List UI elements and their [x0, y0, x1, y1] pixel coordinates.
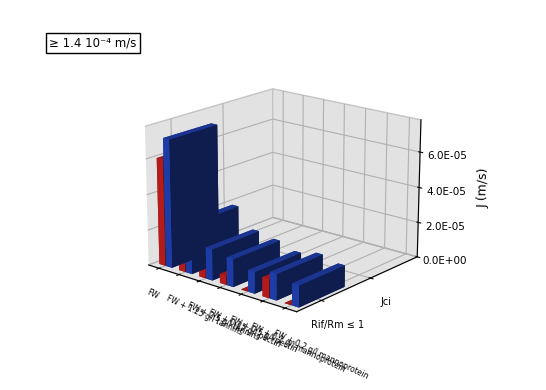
Text: ≥ 1.4 10⁻⁴ m/s: ≥ 1.4 10⁻⁴ m/s	[49, 37, 136, 50]
